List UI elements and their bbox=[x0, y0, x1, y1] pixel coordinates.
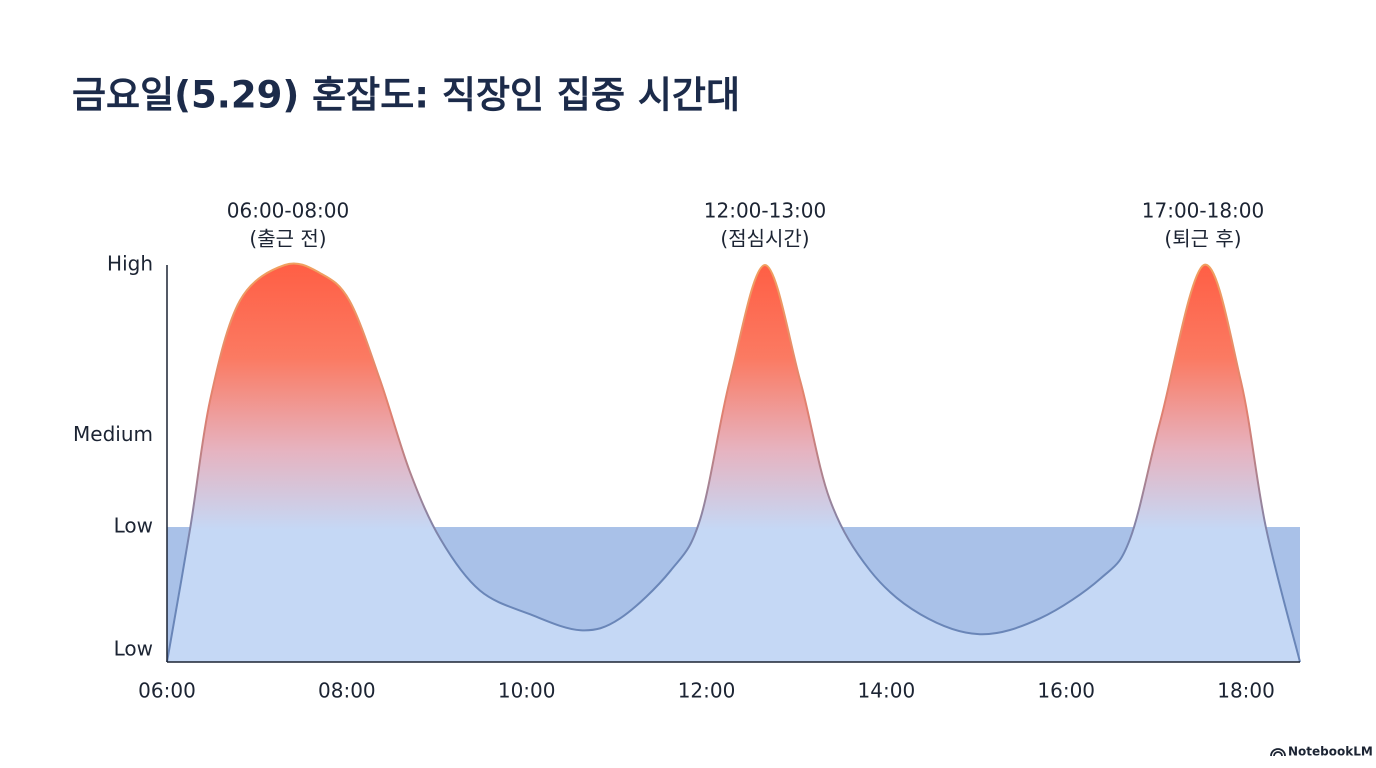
peak-annotation: (출근 전) bbox=[249, 227, 326, 251]
y-tick-label: High bbox=[107, 252, 153, 276]
y-tick-label: Medium bbox=[73, 422, 153, 446]
y-tick-label: Low bbox=[114, 637, 153, 661]
peak-annotation: (퇴근 후) bbox=[1164, 227, 1241, 251]
x-tick-label: 18:00 bbox=[1217, 679, 1275, 703]
area-line bbox=[166, 262, 1301, 663]
area-fill bbox=[167, 263, 1300, 662]
y-tick-label: Low bbox=[114, 514, 153, 538]
peak-annotation: 17:00-18:00 bbox=[1142, 199, 1265, 223]
footer-text: NotebookLM bbox=[1288, 745, 1373, 759]
footer: NotebookLM bbox=[1270, 745, 1373, 759]
x-tick-label: 06:00 bbox=[138, 679, 196, 703]
x-tick-label: 16:00 bbox=[1037, 679, 1095, 703]
x-tick-label: 14:00 bbox=[858, 679, 916, 703]
footer-icon bbox=[1270, 748, 1286, 757]
x-tick-label: 12:00 bbox=[678, 679, 736, 703]
x-tick-label: 08:00 bbox=[318, 679, 376, 703]
peak-annotation: 12:00-13:00 bbox=[704, 199, 827, 223]
peak-annotation: 06:00-08:00 bbox=[227, 199, 350, 223]
peak-annotation: (점심시간) bbox=[720, 227, 809, 251]
x-tick-label: 10:00 bbox=[498, 679, 556, 703]
chart-title: 금요일(5.29) 혼잡도: 직장인 집중 시간대 bbox=[72, 74, 740, 117]
